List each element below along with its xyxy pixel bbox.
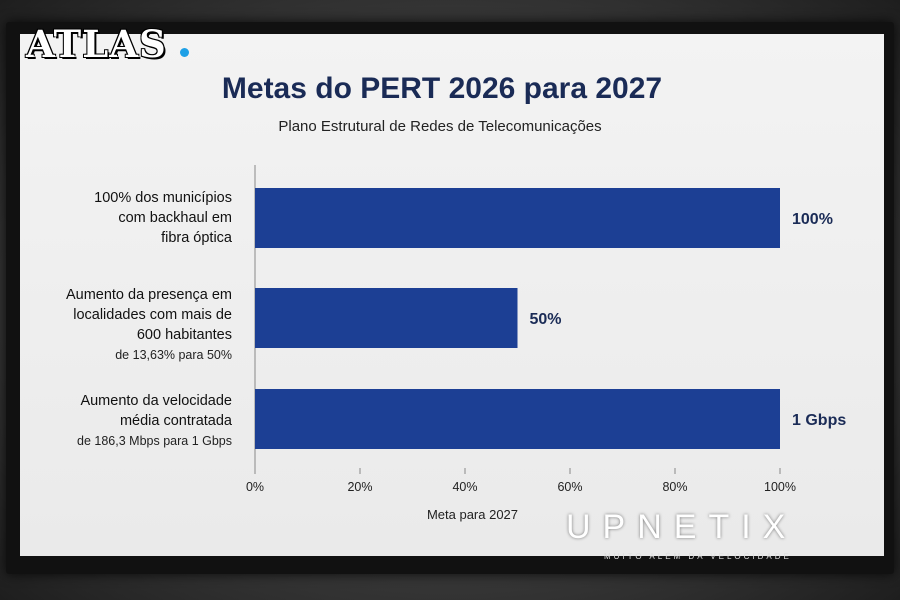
data-label: 100%	[792, 211, 833, 228]
category-note: de 13,63% para 50%	[115, 348, 232, 362]
category-label-line: média contratada	[119, 413, 232, 429]
upnetix-tagline: MUITO ALÉM DA VELOCIDADE	[604, 552, 792, 561]
atlas-logo-dot	[180, 48, 189, 57]
atlas-logo: ATLAS	[26, 22, 167, 66]
data-label: 50%	[530, 311, 562, 328]
x-tick-label: 100%	[764, 480, 796, 494]
category-label-line: fibra óptica	[161, 230, 232, 246]
x-tick-label: 0%	[246, 480, 264, 494]
category-label-line: Aumento da velocidade	[80, 393, 232, 409]
category-note: de 186,3 Mbps para 1 Gbps	[77, 434, 232, 448]
category-label: 100% dos municípios com backhaul em fibra …	[12, 188, 232, 248]
x-axis-label: Meta para 2027	[427, 507, 518, 522]
category-label-line: 100% dos municípios	[94, 190, 232, 206]
category-label: Aumento da presença em localidades com ma…	[12, 285, 232, 365]
x-tick-label: 60%	[557, 480, 582, 494]
x-tick-label: 20%	[347, 480, 372, 494]
category-label-line: com backhaul em	[118, 210, 232, 226]
chart-title: Metas do PERT 2026 para 2027	[221, 72, 663, 105]
category-label: Aumento da velocidade média contratada de …	[12, 391, 232, 451]
bar	[255, 389, 780, 449]
bar	[255, 188, 780, 248]
data-label: 1 Gbps	[792, 412, 846, 429]
chart-subtitle: Plano Estrutural de Redes de Telecomunic…	[278, 118, 602, 135]
x-tick-label: 40%	[452, 480, 477, 494]
x-tick-label: 80%	[662, 480, 687, 494]
category-label-line: Aumento da presença em	[65, 287, 232, 303]
category-label-line: localidades com mais de	[73, 307, 232, 323]
category-label-line: 600 habitantes	[136, 327, 232, 343]
upnetix-logo: UPNETIX	[566, 508, 798, 546]
bar	[255, 288, 518, 348]
